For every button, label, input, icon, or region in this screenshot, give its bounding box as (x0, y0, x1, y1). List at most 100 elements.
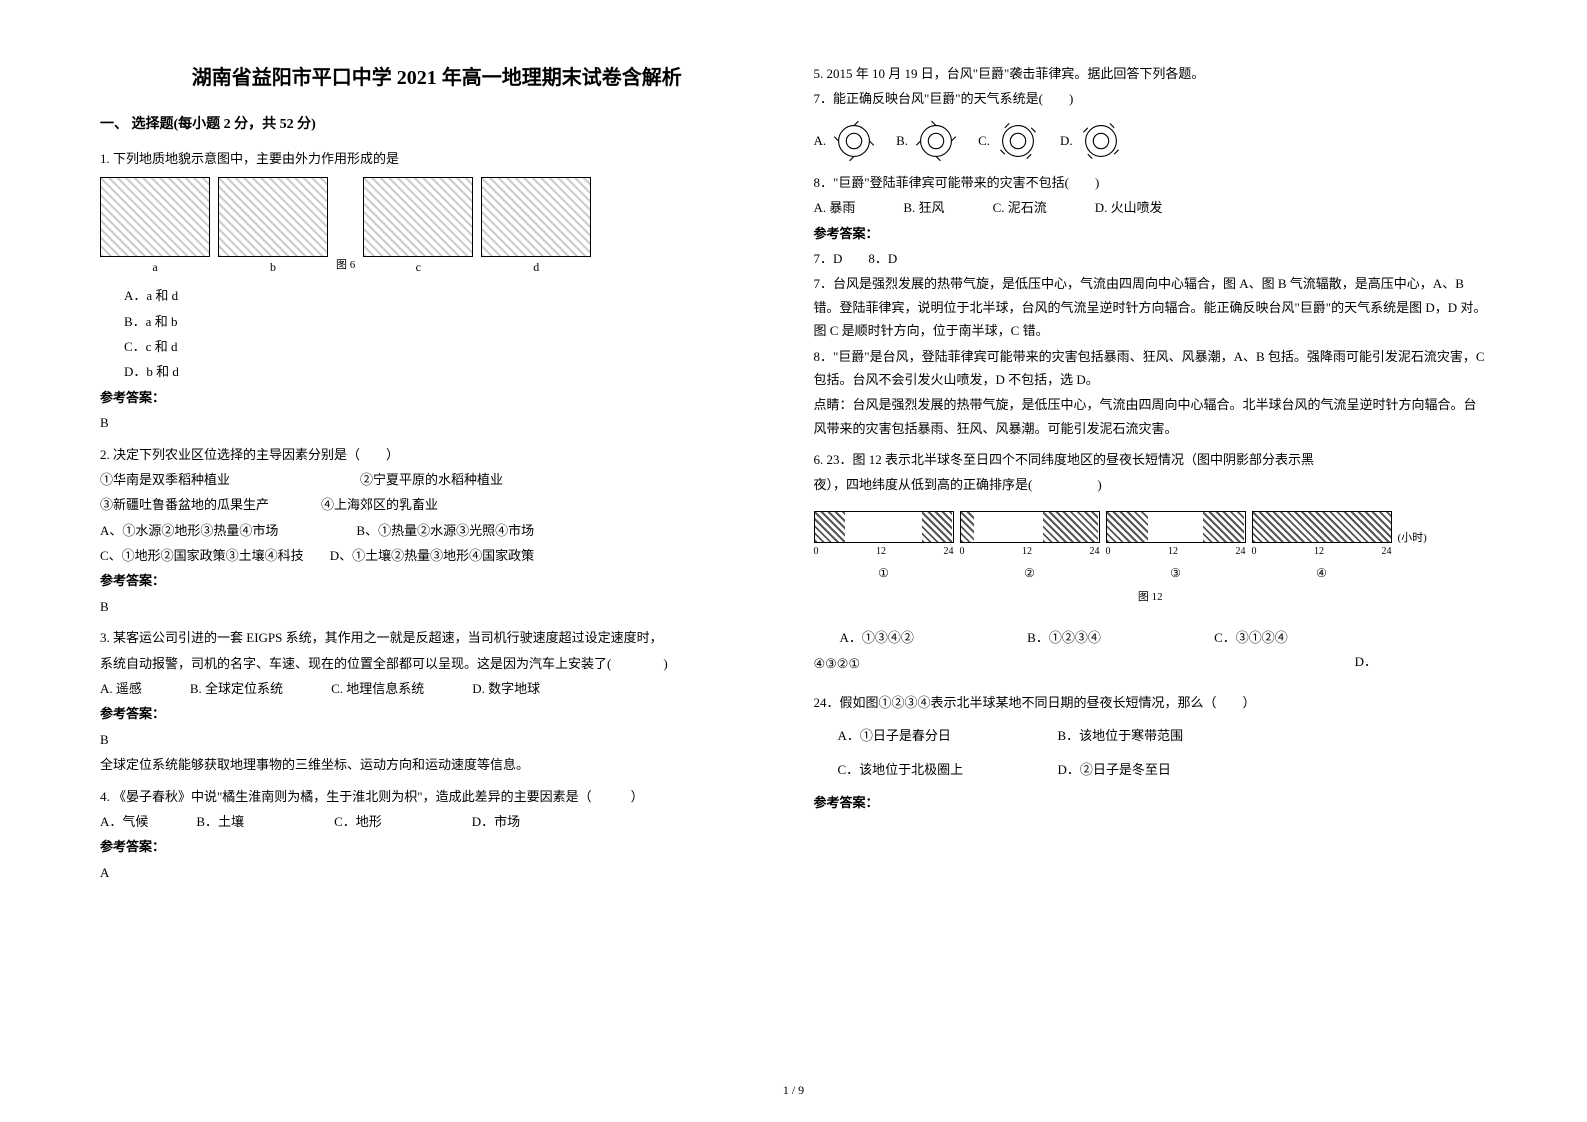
sys-labelB: B. (896, 129, 908, 152)
cyclone-icon-c (996, 119, 1040, 163)
question-4: 4. 《晏子春秋》中说"橘生淮南则为橘，生于淮北则为枳"，造成此差异的主要因素是… (100, 785, 774, 885)
q6-optC: C．③①②④ (1214, 630, 1288, 645)
q1-stem: 1. 下列地质地貌示意图中，主要由外力作用形成的是 (100, 147, 774, 170)
q1-img-a: a (100, 177, 210, 279)
q2-ans: B (100, 595, 774, 618)
q2-l3: ③新疆吐鲁番盆地的瓜果生产 (100, 497, 269, 512)
sys-labelA: A. (814, 129, 827, 152)
daynight-index: ① (814, 563, 954, 585)
daynight-index: ② (960, 563, 1100, 585)
q3-optA: A. 遥感 (100, 677, 142, 700)
q8-optC: C. 泥石流 (993, 196, 1047, 219)
daynight-block: 01224 ② (960, 511, 1100, 585)
daynight-block: 01224 ③ (1106, 511, 1246, 585)
q2-l1: ①华南是双季稻种植业 (100, 472, 230, 487)
q8-stem: 8．"巨爵"登陆菲律宾可能带来的灾害不包括( ) (814, 171, 1488, 194)
q8-optB: B. 狂风 (903, 196, 944, 219)
q1-img-c: c (363, 177, 473, 279)
q1-fig-caption: 图 6 (336, 256, 355, 278)
q2-optA: A、①水源②地形③热量④市场 (100, 523, 278, 538)
daynight-bar (1252, 511, 1392, 543)
q2-optB: B、①热量②水源③光照④市场 (356, 523, 534, 538)
daynight-index: ③ (1106, 563, 1246, 585)
daynight-bar (960, 511, 1100, 543)
q3-stem2: 系统自动报警，司机的名字、车速、现在的位置全部都可以呈现。这是因为汽车上安装了(… (100, 652, 774, 675)
q3-optB: B. 全球定位系统 (190, 677, 283, 700)
night-segment (1253, 512, 1391, 542)
daynight-axis: 01224 (1252, 543, 1392, 561)
q4-ans-label: 参考答案： (100, 835, 774, 858)
daynight-chart: 01224 ① 01224 ② 01224 ③ 01224 ④ (小时) (814, 511, 1488, 585)
q4-ans: A (100, 861, 774, 884)
daynight-axis: 01224 (1106, 543, 1246, 561)
q2-l4: ④上海郊区的乳畜业 (321, 497, 438, 512)
q5-exp2: 8．"巨爵"是台风，登陆菲律宾可能带来的灾害包括暴雨、狂风、风暴潮，A、B 包括… (814, 345, 1488, 392)
q1-optC: C．c 和 d (124, 335, 774, 358)
daynight-block: 01224 ① (814, 511, 954, 585)
q6-optD-prefix: D． (1355, 650, 1377, 673)
sys-optC: C. (978, 119, 1040, 163)
q2-l2: ②宁夏平原的水稻种植业 (360, 472, 503, 487)
question-3: 3. 某客运公司引进的一套 EIGPS 系统，其作用之一就是反超速，当司机行驶速… (100, 626, 774, 776)
section-header: 一、 选择题(每小题 2 分，共 52 分) (100, 112, 774, 137)
q1-image-row: a b 图 6 c d (100, 177, 774, 279)
daynight-index: ④ (1252, 563, 1392, 585)
sys-labelD: D. (1060, 129, 1073, 152)
cyclone-icon-b (914, 119, 958, 163)
q6-stem2: 夜），四地纬度从低到高的正确排序是( ) (814, 473, 1488, 496)
question-6-group: 6. 23．图 12 表示北半球冬至日四个不同纬度地区的昼夜长短情况（图中阴影部… (814, 448, 1488, 815)
q5-ans-line: 7．D 8．D (814, 247, 1488, 270)
page-number: 1 / 9 (0, 1080, 1587, 1102)
cyclone-icon-d (1079, 119, 1123, 163)
q24-stem: 24．假如图①②③④表示北半球某地不同日期的昼夜长短情况，那么（ ） (814, 691, 1488, 714)
sys-optB: B. (896, 119, 958, 163)
q3-optD: D. 数字地球 (472, 677, 540, 700)
q24-optD: D．②日子是冬至日 (1058, 762, 1171, 777)
q4-stem: 4. 《晏子春秋》中说"橘生淮南则为橘，生于淮北则为枳"，造成此差异的主要因素是… (100, 785, 774, 808)
daynight-axis: 01224 (814, 543, 954, 561)
daynight-bar (1106, 511, 1246, 543)
page-title: 湖南省益阳市平口中学 2021 年高一地理期末试卷含解析 (100, 60, 774, 96)
q4-optB: B．土壤 (196, 810, 244, 833)
sys-optA: A. (814, 119, 877, 163)
q6-optA: A．①③④② (840, 630, 914, 645)
question-1: 1. 下列地质地貌示意图中，主要由外力作用形成的是 a b 图 6 c d A．… (100, 147, 774, 434)
question-5-group: 5. 2015 年 10 月 19 日，台风"巨爵"袭击菲律宾。据此回答下列各题… (814, 62, 1488, 440)
q3-expl: 全球定位系统能够获取地理事物的三维坐标、运动方向和运动速度等信息。 (100, 753, 774, 776)
sys-optD: D. (1060, 119, 1123, 163)
q24-optC: C．该地位于北极圈上 (838, 758, 1058, 781)
q1-img-b: b (218, 177, 328, 279)
q6-optD-rest: ④③②① (814, 652, 1488, 675)
night-segment (815, 512, 845, 542)
q2-ans-label: 参考答案： (100, 569, 774, 592)
q7-stem: 7．能正确反映台风"巨爵"的天气系统是( ) (814, 87, 1488, 110)
q1-ans: B (100, 411, 774, 434)
q5-exp3: 点睛：台风是强烈发展的热带气旋，是低压中心，气流由四周向中心辐合。北半球台风的气… (814, 393, 1488, 440)
daynight-bar (814, 511, 954, 543)
night-segment (1107, 512, 1148, 542)
night-segment (961, 512, 975, 542)
q6-fig-caption: 图 12 (814, 588, 1488, 608)
night-segment (922, 512, 952, 542)
q8-optA: A. 暴雨 (814, 196, 856, 219)
q2-stem: 2. 决定下列农业区位选择的主导因素分别是（ ） (100, 443, 774, 466)
left-column: 湖南省益阳市平口中学 2021 年高一地理期末试卷含解析 一、 选择题(每小题 … (100, 60, 774, 1092)
daynight-block: 01224 ④ (1252, 511, 1392, 585)
q1-optA: A．a 和 d (124, 284, 774, 307)
q6-stem1: 6. 23．图 12 表示北半球冬至日四个不同纬度地区的昼夜长短情况（图中阴影部… (814, 448, 1488, 471)
daynight-axis: 01224 (960, 543, 1100, 561)
q3-optC: C. 地理信息系统 (331, 677, 424, 700)
night-segment (1203, 512, 1244, 542)
q5-exp1: 7．台风是强烈发展的热带气旋，是低压中心，气流由四周向中心辐合，图 A、图 B … (814, 272, 1488, 342)
question-2: 2. 决定下列农业区位选择的主导因素分别是（ ） ①华南是双季稻种植业 ②宁夏平… (100, 443, 774, 619)
q4-optC: C．地形 (334, 810, 382, 833)
cyclone-icon-a (832, 119, 876, 163)
daynight-unit: (小时) (1398, 529, 1427, 567)
q4-optD: D．市场 (472, 810, 520, 833)
night-segment (1043, 512, 1098, 542)
right-column: 5. 2015 年 10 月 19 日，台风"巨爵"袭击菲律宾。据此回答下列各题… (814, 60, 1488, 1092)
q2-optD: D、①土壤②热量③地形④国家政策 (330, 548, 534, 563)
q5-intro: 5. 2015 年 10 月 19 日，台风"巨爵"袭击菲律宾。据此回答下列各题… (814, 62, 1488, 85)
q6-optB: B．①②③④ (1027, 630, 1101, 645)
q4-optA: A．气候 (100, 810, 148, 833)
